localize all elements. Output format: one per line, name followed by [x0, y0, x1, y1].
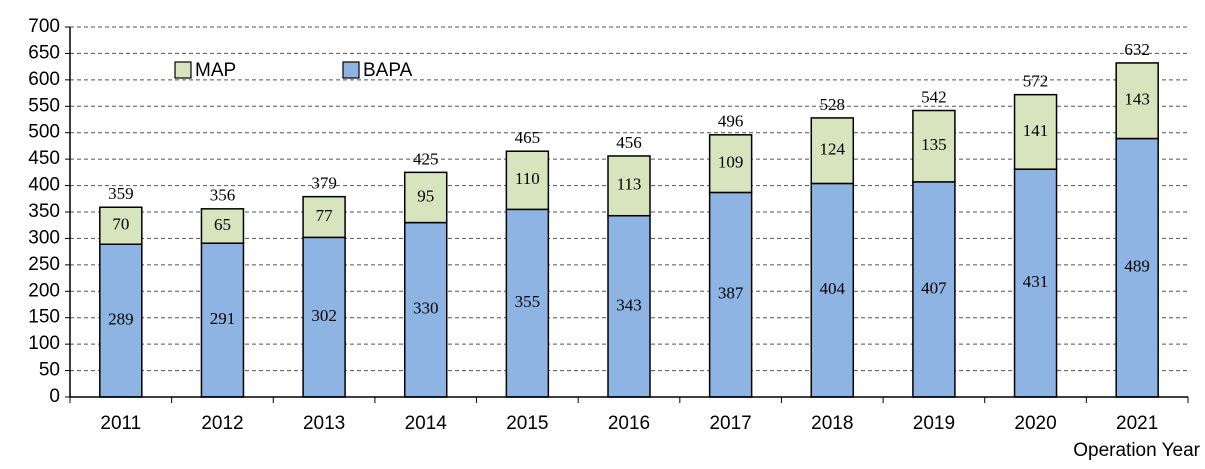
- x-tick-label: 2015: [506, 413, 548, 434]
- data-label: 289: [108, 310, 134, 329]
- total-label: 359: [108, 184, 134, 203]
- bar-segment: [912, 109, 956, 183]
- data-label: 355: [515, 292, 541, 311]
- bar-segment: [708, 191, 753, 398]
- y-tick-label: 500: [28, 122, 60, 143]
- bar-segment: [505, 208, 550, 398]
- total-label: 379: [311, 174, 337, 193]
- data-label: 135: [921, 135, 947, 154]
- x-tick-label: 2011: [100, 413, 141, 434]
- data-label: 302: [311, 306, 337, 325]
- data-label: 77: [316, 206, 334, 225]
- bar-segment: [200, 242, 245, 398]
- y-tick-label: 100: [28, 333, 60, 354]
- x-tick-label: 2013: [303, 413, 345, 434]
- y-tick-label: 650: [28, 42, 60, 63]
- x-tick-label: 2019: [913, 413, 955, 434]
- bar-segment: [1115, 62, 1159, 140]
- data-label: 141: [1023, 121, 1049, 140]
- y-tick-label: 150: [28, 307, 60, 328]
- data-label: 404: [820, 279, 846, 298]
- bar-segment: [403, 171, 448, 224]
- bar-segment: [200, 208, 245, 244]
- total-label: 572: [1023, 72, 1049, 91]
- legend-swatch: [174, 61, 192, 79]
- x-axis-label: Operation Year: [1073, 440, 1200, 461]
- y-tick-label: 600: [28, 69, 60, 90]
- bar-segment: [607, 155, 651, 217]
- x-tick-label: 2021: [1116, 413, 1158, 434]
- data-label: 330: [413, 299, 439, 318]
- bar-segment: [1013, 93, 1058, 170]
- bar-segment: [912, 181, 956, 398]
- y-tick-label: 700: [28, 16, 60, 37]
- data-label: 113: [617, 175, 642, 194]
- legend-swatch: [342, 61, 360, 79]
- data-label: 109: [718, 153, 744, 172]
- x-tick-label: 2012: [201, 413, 243, 434]
- data-label: 343: [616, 295, 642, 314]
- x-tick-label: 2020: [1014, 413, 1056, 434]
- y-tick-label: 300: [28, 227, 60, 248]
- y-tick-label: 0: [49, 386, 60, 407]
- y-tick-label: 550: [28, 95, 60, 116]
- total-label: 456: [616, 133, 642, 152]
- data-label: 124: [820, 140, 846, 159]
- bar-segment: [708, 134, 753, 194]
- total-label: 465: [515, 128, 541, 147]
- data-label: 407: [921, 278, 947, 297]
- x-tick-label: 2014: [405, 413, 448, 434]
- total-label: 632: [1124, 40, 1150, 59]
- legend-label: BAPA: [363, 60, 413, 81]
- y-tick-label: 200: [28, 280, 60, 301]
- bar-segment: [505, 150, 550, 211]
- y-tick-label: 400: [28, 175, 60, 196]
- y-tick-label: 350: [28, 201, 60, 222]
- total-label: 356: [210, 186, 236, 205]
- bar-segment: [99, 206, 143, 245]
- y-tick-label: 450: [28, 148, 60, 169]
- bar-segment: [607, 214, 651, 398]
- x-tick-label: 2018: [811, 413, 853, 434]
- data-label: 143: [1124, 90, 1150, 109]
- data-label: 70: [112, 215, 129, 234]
- data-label: 489: [1124, 257, 1150, 276]
- x-tick-label: 2016: [608, 413, 650, 434]
- bar-segment: [1115, 137, 1159, 398]
- total-label: 496: [718, 112, 744, 131]
- bar-segment: [810, 117, 855, 185]
- bar-segment: [302, 195, 346, 239]
- total-label: 425: [413, 149, 439, 168]
- total-label: 528: [820, 95, 846, 114]
- data-label: 291: [210, 309, 236, 328]
- data-label: 95: [417, 186, 434, 205]
- legend-label: MAP: [195, 60, 236, 81]
- data-label: 431: [1023, 272, 1049, 291]
- x-tick-label: 2017: [709, 413, 751, 434]
- y-tick-label: 50: [39, 360, 60, 381]
- data-label: 387: [718, 284, 744, 303]
- data-label: 65: [214, 215, 231, 234]
- y-tick-label: 250: [28, 254, 60, 275]
- data-label: 110: [515, 169, 540, 188]
- total-label: 542: [921, 87, 947, 106]
- bar-segment: [99, 243, 143, 398]
